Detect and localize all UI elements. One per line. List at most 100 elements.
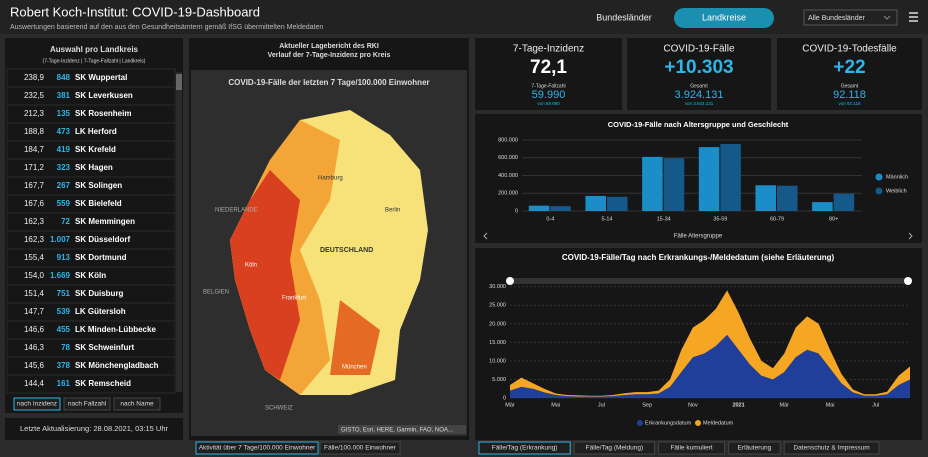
attribution-bg bbox=[338, 425, 466, 434]
kpi-subvalue: 59.990 bbox=[532, 89, 566, 101]
bar bbox=[663, 158, 685, 211]
incidence: 155,4 bbox=[24, 253, 45, 262]
kpi-value: +22 bbox=[833, 57, 865, 78]
sort-label[interactable]: nach Inzidenz bbox=[17, 401, 57, 408]
x-tick-label: Jul bbox=[598, 402, 605, 408]
sort-label[interactable]: nach Fallzahl bbox=[68, 401, 107, 408]
legend-label: Meldedatum bbox=[703, 420, 734, 426]
dropdown[interactable] bbox=[803, 9, 898, 26]
legend-label: Männlich bbox=[886, 174, 908, 180]
map-tab-label[interactable]: Aktivität über 7 Tage/100.000 Einwohner bbox=[199, 445, 316, 452]
map-label: Frankfurt bbox=[282, 296, 306, 302]
bar bbox=[833, 193, 855, 211]
scroll-arrow[interactable] bbox=[908, 232, 913, 240]
tab[interactable]: Landkreise bbox=[702, 12, 746, 22]
case-count: 913 bbox=[57, 253, 71, 262]
bottom-tab[interactable] bbox=[573, 441, 656, 455]
bar-panel bbox=[475, 114, 922, 243]
case-count: 848 bbox=[57, 73, 71, 82]
x-tick-label: Mär bbox=[505, 402, 515, 408]
district: SK Düsseldorf bbox=[75, 235, 130, 244]
kpi-sublabel: Gesamt bbox=[690, 83, 708, 89]
case-count: 378 bbox=[57, 361, 71, 370]
legend-swatch bbox=[637, 420, 643, 426]
slider-handle[interactable] bbox=[506, 277, 514, 285]
incidence: 212,3 bbox=[24, 109, 45, 118]
incidence: 144,4 bbox=[24, 379, 45, 388]
sidebar-legend: (7-Tage-Inzidenz | 7-Tage-Fallzahl | Lan… bbox=[43, 58, 146, 64]
district: SK Remscheid bbox=[75, 379, 131, 388]
y-tick-label: 200.000 bbox=[498, 191, 518, 197]
incidence: 167,7 bbox=[24, 181, 45, 190]
dropdown-arrow bbox=[883, 15, 891, 20]
x-tick-label: 0-4 bbox=[546, 216, 554, 222]
bottom-tab[interactable] bbox=[478, 441, 571, 455]
kpi-subvalue: 92.118 bbox=[833, 89, 866, 101]
sort-label[interactable]: nach Name bbox=[120, 401, 154, 408]
bottom-tab[interactable] bbox=[728, 441, 781, 455]
kpi-sublabel: Gesamt bbox=[841, 83, 859, 89]
bottom-tab-label[interactable]: Erläuterung bbox=[738, 445, 772, 452]
chart-title: COVID-19-Fälle nach Altersgruppe und Ges… bbox=[608, 120, 789, 129]
bottom-tab-label[interactable]: Datenschutz & Impressum bbox=[793, 445, 869, 452]
area bbox=[510, 290, 910, 397]
bottom-tab-label[interactable]: Fälle/Tag (Erkrankung) bbox=[492, 445, 558, 452]
map-label: Berlin bbox=[385, 208, 400, 214]
district: SK Schweinfurt bbox=[75, 343, 134, 352]
case-count: 559 bbox=[57, 199, 71, 208]
district: LK Herford bbox=[75, 127, 117, 136]
sort-button[interactable] bbox=[63, 397, 111, 411]
y-tick-label: 25.000 bbox=[489, 303, 506, 309]
y-tick-label: 10.000 bbox=[489, 358, 506, 364]
incidence: 145,6 bbox=[24, 361, 45, 370]
district: SK Solingen bbox=[75, 181, 122, 190]
bar bbox=[607, 196, 628, 211]
bar bbox=[812, 202, 833, 211]
x-tick-label: 2021 bbox=[732, 402, 744, 408]
menu-icon[interactable] bbox=[909, 12, 918, 22]
map-tab[interactable] bbox=[319, 441, 401, 455]
attribution: GISTO, Esri, HERE, Garmin, FAO, NOA... bbox=[341, 428, 453, 434]
sort-button[interactable] bbox=[13, 397, 61, 411]
map-heading: Aktueller Lagebericht des RKI bbox=[279, 43, 379, 50]
sidebar-title: Auswahl pro Landkreis bbox=[50, 45, 139, 54]
case-count: 539 bbox=[57, 307, 71, 316]
case-count: 419 bbox=[57, 145, 71, 154]
bottom-tab-label[interactable]: Fälle kumuliert bbox=[670, 445, 712, 452]
slider-handle[interactable] bbox=[904, 277, 912, 285]
bottom-tab[interactable] bbox=[783, 441, 880, 455]
tab[interactable]: Bundesländer bbox=[596, 12, 652, 22]
district: SK Dortmund bbox=[75, 253, 127, 262]
incidence: 146,6 bbox=[24, 325, 45, 334]
tab-active[interactable] bbox=[674, 8, 774, 28]
scrollbar[interactable] bbox=[176, 72, 182, 392]
dropdown-text[interactable]: Alle Bundesländer bbox=[808, 15, 865, 22]
district: LK Minden-Lübbecke bbox=[75, 325, 156, 334]
kpi-title: COVID-19-Todesfälle bbox=[802, 44, 897, 55]
map-heading: Verlauf der 7-Tage-Inzidenz pro Kreis bbox=[268, 52, 391, 59]
time-slider[interactable] bbox=[510, 278, 910, 284]
map-label: DEUTSCHLAND bbox=[320, 247, 373, 254]
map-tab-label[interactable]: Fälle/100.000 Einwohner bbox=[324, 445, 397, 452]
map-tab[interactable] bbox=[195, 441, 319, 455]
row[interactable] bbox=[6, 374, 176, 394]
map-title: COVID-19-Fälle der letzten 7 Tage/100.00… bbox=[228, 78, 429, 87]
scroll-thumb[interactable] bbox=[176, 74, 182, 90]
sort-button[interactable] bbox=[113, 397, 161, 411]
y-tick-label: 20.000 bbox=[489, 321, 506, 327]
bar bbox=[585, 195, 606, 211]
incidence: 146,3 bbox=[24, 343, 45, 352]
bottom-tab-label[interactable]: Fälle/Tag (Meldung) bbox=[586, 445, 643, 452]
incidence: 154,0 bbox=[24, 271, 45, 280]
x-tick-label: 5-14 bbox=[601, 216, 612, 222]
bar bbox=[720, 143, 741, 211]
bar bbox=[550, 206, 571, 211]
y-tick-label: 400.000 bbox=[498, 173, 518, 179]
x-tick-label: Jul bbox=[872, 402, 879, 408]
scroll-arrow[interactable] bbox=[483, 232, 488, 240]
incidence: 171,2 bbox=[24, 163, 45, 172]
bottom-tab[interactable] bbox=[658, 441, 726, 455]
district: SK Rosenheim bbox=[75, 109, 131, 118]
case-count: 455 bbox=[57, 325, 71, 334]
